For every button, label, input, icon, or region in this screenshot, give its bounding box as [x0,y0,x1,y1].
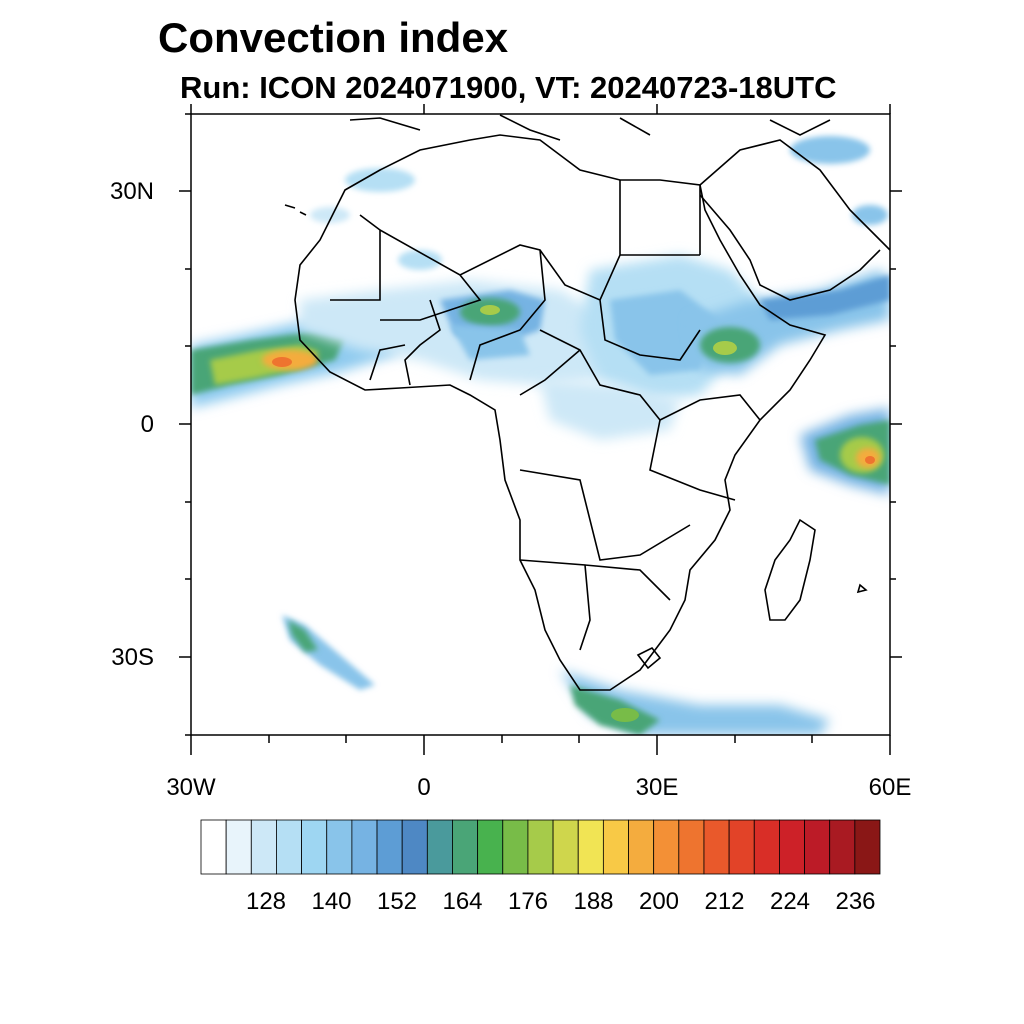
colorbar-swatch [703,819,730,875]
colorbar-label: 212 [704,888,745,915]
colorbar-swatch [753,819,780,875]
colorbar [200,819,881,875]
lon-label-30w: 30W [166,774,216,801]
colorbar-swatch [351,819,378,875]
colorbar-label: 188 [573,888,614,915]
colorbar-swatch [728,819,755,875]
convection-cell-north [310,136,888,270]
colorbar-swatch [502,819,529,875]
colorbar-swatch [225,819,252,875]
colorbar-swatch [552,819,579,875]
country-borders [330,180,761,651]
colorbar-swatch [602,819,629,875]
lat-label-30s: 30S [111,644,154,671]
colorbar-swatch [200,819,227,875]
convection-cell-indian-ocean [800,408,890,495]
colorbar-swatch [804,819,831,875]
colorbar-swatch [376,819,403,875]
convection-field [191,136,890,735]
colorbar-swatch [452,819,479,875]
islands [284,204,868,594]
colorbar-swatch [527,819,554,875]
lon-label-60e: 60E [868,774,912,801]
map-subtitle: Run: ICON 2024071900, VT: 20240723-18UTC [180,70,837,105]
colorbar-swatch [301,819,328,875]
colorbar-swatch [250,819,277,875]
convection-cell-ethiopia [690,270,890,375]
lat-label-0: 0 [140,411,154,438]
africa-coastline [294,134,827,691]
colorbar-swatch [426,819,453,875]
colorbar-swatch [779,819,805,875]
axis-ticks [179,104,902,755]
lon-label-30e: 30E [635,774,679,801]
colorbar-swatch [577,819,604,875]
lon-label-0: 0 [417,774,431,801]
colorbar-swatch [326,819,353,875]
colorbar-label: 128 [245,888,287,915]
convection-cell-south-africa [560,670,830,735]
colorbar-swatch [678,819,705,875]
madagascar-coastline [764,518,816,621]
colorbar-swatch [477,819,504,875]
convection-cell-south-atlantic [282,615,375,690]
arabia-coastline [699,139,890,301]
colorbar-swatch [653,819,680,875]
colorbar-label: 152 [376,888,418,915]
colorbar-swatch [401,819,428,875]
colorbar-swatch [854,819,881,875]
colorbar-swatch [829,819,856,875]
lat-label-30n: 30N [109,178,154,205]
europe-coastline [349,114,831,141]
colorbar-label: 200 [638,888,680,915]
colorbar-label: 176 [507,888,549,915]
colorbar-swatch [276,819,302,875]
colorbar-swatch [628,819,655,875]
lesotho-border [636,646,662,670]
colorbar-label: 140 [311,888,352,915]
map-title: Convection index [158,14,509,61]
colorbar-label: 236 [835,888,876,915]
colorbar-label: 224 [769,888,811,915]
colorbar-label: 164 [442,888,483,915]
coastlines [284,114,890,691]
